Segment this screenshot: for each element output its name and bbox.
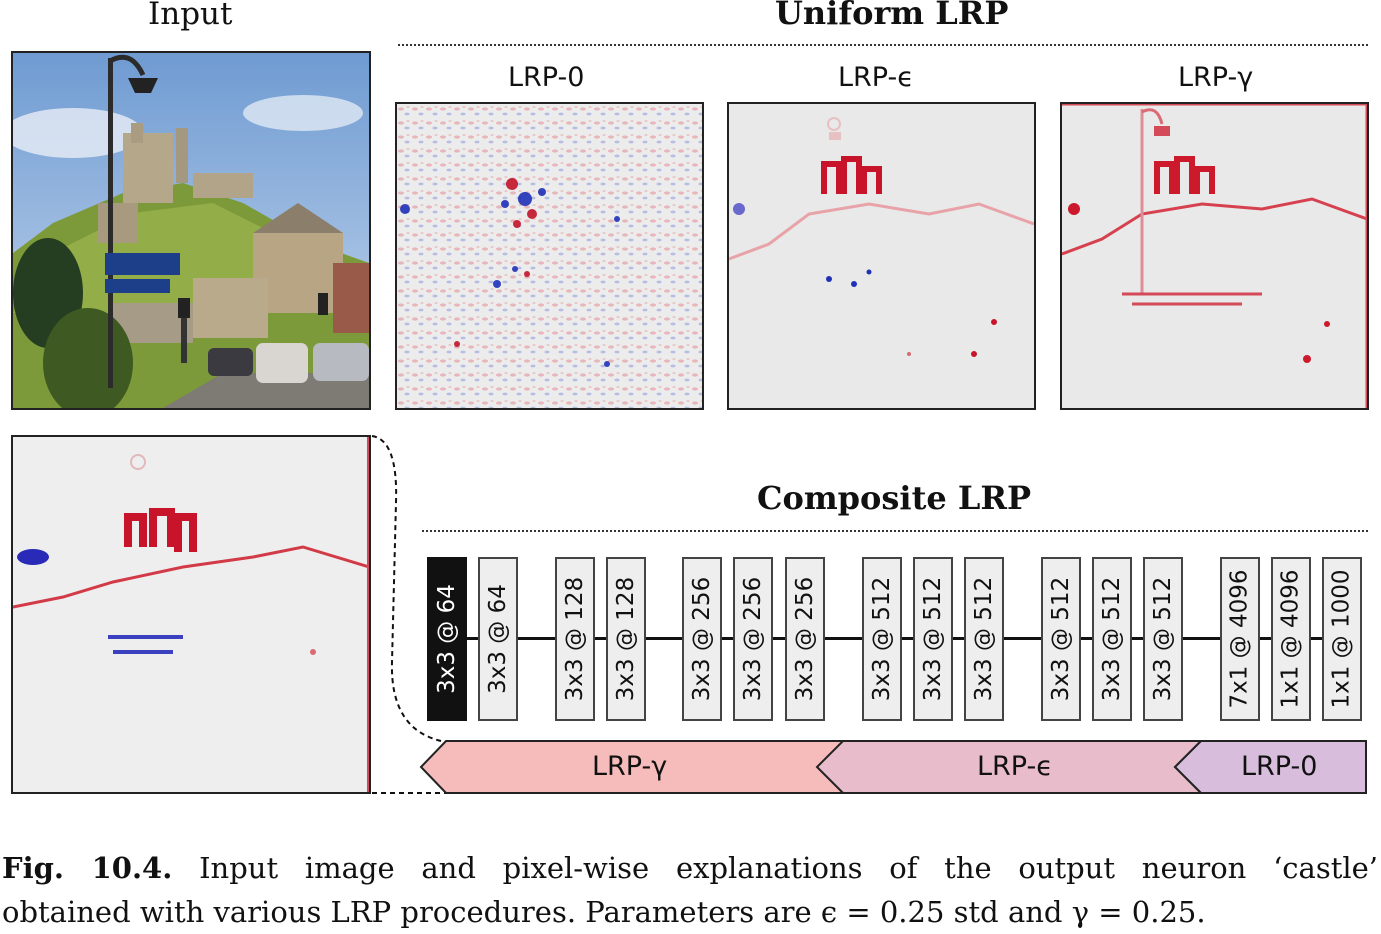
uniform-divider [398,44,1368,46]
caption-line-2: obtained with various LRP procedures. Pa… [2,895,1206,929]
zoom-connector [371,435,448,794]
layer-7: 3x3 @ 256 [785,557,825,721]
heatmap-lrp-gamma-image [1062,104,1367,408]
panel-label-lrp0: LRP-0 [508,62,585,93]
heatmap-lrp-eps [727,102,1036,410]
heatmap-lrp-gamma [1060,102,1369,410]
uniform-lrp-title: Uniform LRP [775,0,1009,32]
panel-label-lrp-gamma: LRP-γ [1178,62,1254,93]
heatmap-lrp0-image [397,104,702,408]
heatmap-composite-image [13,437,369,792]
layer-8: 3x3 @ 512 [862,557,902,721]
layer-3: 3x3 @ 128 [555,557,595,721]
layer-12: 3x3 @ 512 [1092,557,1132,721]
rule-arrows [419,740,1367,794]
caption-line-1: Fig. 10.4. Input image and pixel-wise ex… [2,846,1378,890]
layer-10: 3x3 @ 512 [964,557,1004,721]
layer-14: 7x1 @ 4096 [1220,557,1260,721]
rule-label-gamma: LRP-γ [592,751,668,782]
layer-16: 1x1 @ 1000 [1322,557,1362,721]
heatmap-lrp0 [395,102,704,410]
caption-text-1: Input image and pixel-wise explanations … [199,851,1379,885]
panel-label-lrp-eps: LRP-ϵ [838,62,914,93]
castle-photo-image [13,53,369,408]
figure-caption: Fig. 10.4. Input image and pixel-wise ex… [2,846,1378,934]
layer-5: 3x3 @ 256 [682,557,722,721]
rule-label-lrp0: LRP-0 [1241,751,1318,782]
input-title: Input [148,0,233,32]
rule-label-eps: LRP-ϵ [977,751,1053,782]
layer-6: 3x3 @ 256 [733,557,773,721]
layer-11: 3x3 @ 512 [1041,557,1081,721]
layer-15: 1x1 @ 4096 [1271,557,1311,721]
input-photo [11,51,371,410]
heatmap-composite [11,435,371,794]
rule-arrow-lrp0 [1173,740,1367,794]
composite-lrp-title: Composite LRP [757,479,1031,517]
layer-4: 3x3 @ 128 [606,557,646,721]
layer-13: 3x3 @ 512 [1143,557,1183,721]
layer-2: 3x3 @ 64 [478,557,518,721]
composite-divider [422,530,1368,532]
heatmap-lrp-eps-image [729,104,1034,408]
caption-fig-label: Fig. 10.4. [2,851,173,885]
layer-1: 3x3 @ 64 [427,557,467,721]
layer-9: 3x3 @ 512 [913,557,953,721]
